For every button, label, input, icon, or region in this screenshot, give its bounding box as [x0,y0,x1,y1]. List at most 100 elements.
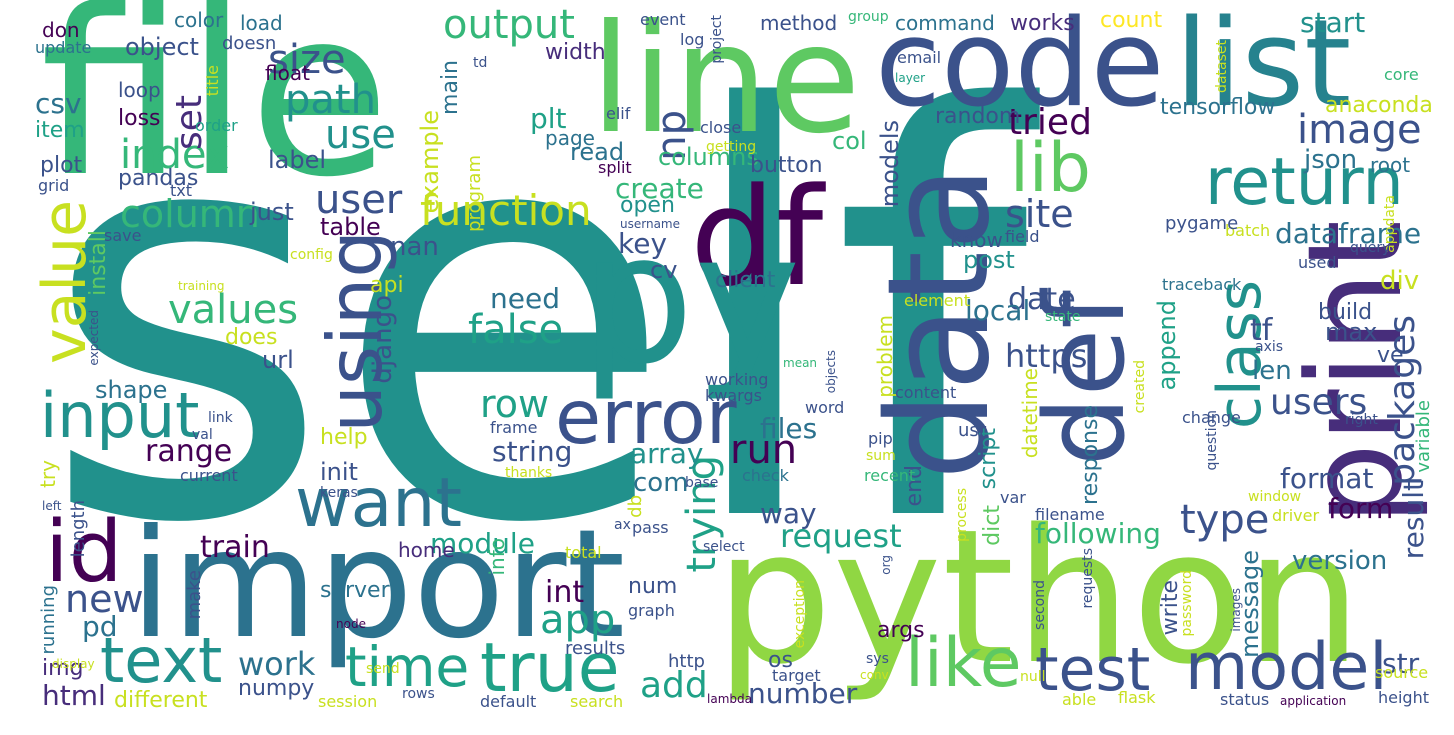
word-recent: recent [864,466,916,485]
word-df: df [690,159,824,316]
word-true: true [480,629,620,708]
word-total: total [565,543,602,562]
word-col: col [832,127,867,155]
word-div: div [1380,266,1420,296]
word-width: width [545,40,606,65]
word-format: format [1280,462,1374,495]
word-val: val [192,427,213,443]
word-running: running [38,585,59,655]
word-org: org [879,555,893,575]
word-array: array [630,437,704,470]
word-users: users [1270,382,1368,423]
word-work: work [238,645,316,683]
word-display: display [52,657,95,671]
word-values: values [168,287,299,333]
word-lib: lib [1010,129,1091,208]
word-axis: axis [1255,339,1284,355]
word-plt: plt [530,102,567,135]
word-ve: ve [1377,343,1404,368]
word-core: core [1384,65,1419,84]
word-nan: nan [390,232,439,262]
word-driver: driver [1272,506,1320,525]
word-python: python [715,489,1363,705]
word-train: train [200,530,270,565]
word-images: images [1229,588,1243,632]
word-string: string [492,435,573,468]
word-info: info [485,538,509,576]
word-grid: grid [38,176,70,195]
word-window: window [1248,489,1302,505]
word-just: just [250,198,294,226]
word-post: post [963,246,1015,274]
word-index: index [120,132,230,178]
word-process: process [954,488,970,542]
word-base: base [685,475,719,491]
word-object: object [125,33,199,61]
word-event: event [640,10,686,29]
word-method: method [760,11,838,35]
word-conv: conv [860,668,889,682]
word-open: open [620,193,675,218]
word-use: use [325,112,396,158]
word-default: default [480,692,537,711]
word-command: command [895,11,995,35]
word-site: site [1005,192,1074,236]
word-new: new [65,577,144,621]
word-graph: graph [628,601,675,620]
word-image: image [1297,107,1422,153]
word-app: app [540,597,616,643]
word-csv: csv [35,87,82,120]
word-group: group [848,9,889,25]
word-email: email [897,48,942,67]
word-server: server [320,578,390,603]
word-different: different [114,688,208,713]
word-status: status [1220,690,1270,709]
word-dataframe: dataframe [1275,217,1422,250]
word-height: height [1378,688,1429,707]
word-number: number [748,677,858,710]
word-key: key [618,227,668,260]
word-length: length [68,500,89,558]
word-working: working [705,370,769,389]
word-dict: dict [980,505,1005,546]
word-columns: columns [658,143,759,171]
word-max: max [1325,318,1378,346]
word-model: model [1185,630,1388,705]
word-current: current [180,466,238,485]
word-second: second [1032,580,1048,630]
word-output: output [443,2,575,48]
word-variable: variable [1413,400,1434,473]
word-img: img [42,656,84,681]
word-left: left [42,499,62,513]
word-pass: pass [632,518,669,537]
word-build: build [1318,300,1373,325]
word-page: page [545,126,595,150]
word-pandas: pandas [118,166,199,191]
word-str: str [1382,647,1420,680]
word-path: path [285,77,376,123]
word-test: test [1035,635,1151,705]
word-var: var [1000,488,1026,507]
word-return: return [1205,145,1404,220]
word-home: home [398,538,455,562]
word-result: result [1397,480,1430,560]
word-state: state [1045,309,1081,325]
word-tf: tf [1250,313,1273,348]
word-example: example [416,110,444,214]
word-content: content [895,383,957,402]
word-right: right [1345,412,1378,428]
word-title: title [203,65,222,97]
word-url: url [262,346,294,374]
word-plot: plot [40,153,83,178]
word-html: html [42,679,106,712]
word-like: like [905,624,1022,703]
word-elif: elif [606,104,631,123]
word-following: following [1035,517,1161,550]
word-date: date [1008,282,1076,317]
word-problem: problem [873,315,897,398]
word-help: help [320,425,368,450]
word-len: len [1252,356,1292,386]
word-flask: flask [1118,688,1156,707]
word-user: user [315,177,403,223]
